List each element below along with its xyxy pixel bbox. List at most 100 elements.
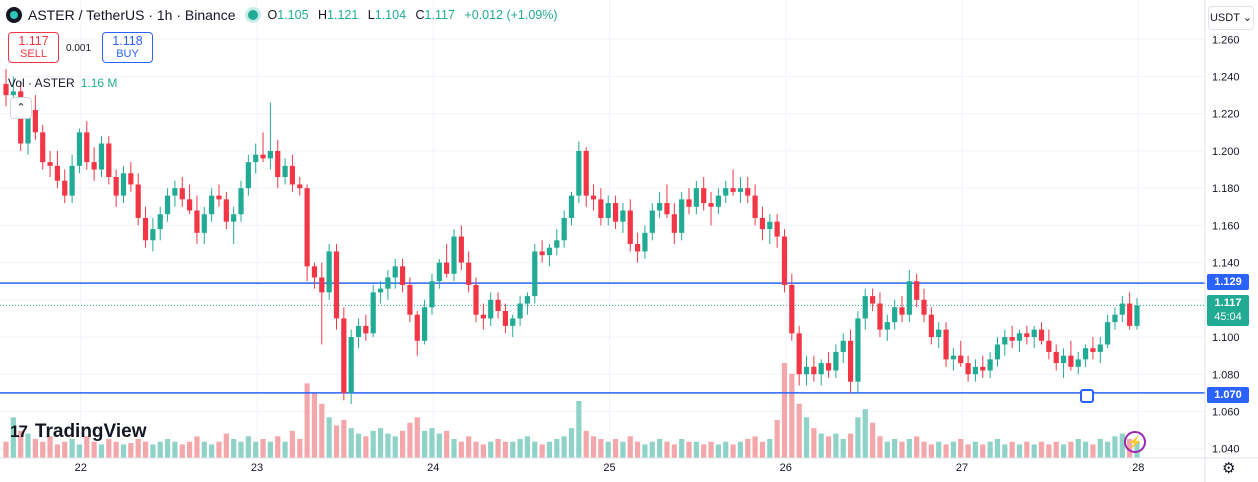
chevron-up-icon[interactable]: ⌃ (10, 97, 32, 119)
y-tick-label: 1.220 (1212, 109, 1240, 121)
x-tick-label: 27 (956, 462, 968, 474)
x-tick-label: 23 (251, 462, 263, 474)
candle-body (1031, 329, 1037, 338)
volume-bar (62, 441, 68, 458)
volume-bar (870, 422, 876, 458)
symbol-header: ASTER / TetherUS · 1h · Binance O1.105 H… (6, 7, 564, 23)
volume-bars (3, 363, 1140, 458)
candle-body (524, 296, 531, 304)
candle-body (69, 165, 75, 196)
volume-bar (943, 444, 949, 458)
volume-bar (686, 441, 692, 458)
volume-bar (326, 417, 332, 458)
candle-body (510, 318, 516, 326)
tradingview-logo[interactable]: 17 TradingView (10, 421, 147, 442)
volume-bar (209, 444, 215, 458)
candle-body (128, 173, 134, 185)
candle-body (1038, 329, 1045, 341)
volume-bar (18, 430, 24, 458)
candle-body (32, 110, 38, 133)
candle-body (847, 340, 854, 382)
volume-bar (480, 444, 486, 458)
candle-body (781, 236, 788, 285)
volume-bar (187, 441, 193, 458)
candle-body (1119, 303, 1125, 315)
candle-body (54, 165, 61, 181)
candle-body (686, 199, 692, 207)
volume-bar (899, 441, 905, 458)
candle-body (1105, 322, 1111, 345)
candle-body (1082, 348, 1089, 360)
volume-bar (150, 444, 156, 458)
volume-bar (612, 439, 619, 458)
volume-bar (928, 444, 934, 458)
candle-body (649, 210, 655, 233)
candle-body (657, 203, 663, 211)
volume-bar (282, 441, 288, 458)
volume-bar (422, 430, 428, 458)
volume-bar (1105, 441, 1111, 458)
candle-body (679, 199, 685, 233)
candle-body (209, 195, 215, 215)
volume-bar (642, 444, 648, 458)
volume-bar (664, 441, 670, 458)
volume-bar (1097, 439, 1103, 458)
volume-bar (128, 443, 134, 458)
lightning-icon[interactable]: ⚡ (1124, 431, 1146, 453)
candle-body (473, 284, 479, 315)
candle-body (1127, 303, 1133, 326)
symbol-title[interactable]: ASTER / TetherUS · 1h · Binance (28, 7, 236, 23)
candle-body (429, 281, 435, 308)
volume-bar (370, 430, 376, 458)
candle-body (605, 203, 611, 218)
volume-bar (341, 420, 347, 458)
candle-body (634, 244, 641, 252)
candle-body (811, 366, 817, 375)
volume-bar (223, 433, 229, 458)
volume-bar (1090, 444, 1096, 458)
candle-body (458, 236, 464, 263)
volume-bar (561, 436, 567, 458)
candle-body (972, 366, 979, 375)
price-axis: 1.2601.2401.2201.2001.1801.1601.1401.120… (1204, 0, 1240, 482)
volume-bar (546, 441, 553, 458)
volume-bar (377, 428, 384, 458)
currency-dropdown[interactable]: USDT ⌄ (1208, 6, 1254, 30)
volume-bar (69, 439, 75, 458)
volume-bar (524, 436, 531, 458)
sell-button[interactable]: 1.117 SELL (8, 32, 59, 63)
candle-body (10, 91, 16, 96)
candle-body (407, 284, 413, 315)
candle-body (759, 217, 766, 230)
volume-bar (781, 363, 788, 458)
candle-body (833, 351, 839, 371)
candle-body (1060, 355, 1067, 364)
candle-body (701, 188, 707, 204)
price-change: +0.012 (+1.09%) (464, 8, 558, 22)
candle-body (855, 318, 861, 382)
candle-body (231, 214, 237, 222)
candle-body (238, 188, 244, 215)
volume-bar (950, 441, 956, 458)
candle-body (495, 299, 501, 311)
candle-body (590, 195, 597, 200)
buy-button[interactable]: 1.118 BUY (102, 32, 153, 63)
candle-body (664, 203, 670, 215)
candle-body (304, 188, 310, 267)
volume-bar (407, 422, 413, 458)
candle-body (422, 307, 428, 341)
gear-icon[interactable]: ⚙ (1222, 460, 1236, 477)
candle-body (164, 195, 171, 215)
volume-bar (1046, 444, 1052, 458)
volume-bar (634, 441, 641, 458)
candle-body (326, 251, 332, 293)
candle-body (987, 359, 993, 371)
candle-body (818, 363, 824, 375)
volume-bar (1060, 444, 1067, 458)
candle-body (150, 229, 156, 241)
line-drag-handle[interactable] (1080, 389, 1094, 403)
candle-body (1068, 355, 1074, 367)
candle-body (708, 203, 714, 207)
volume-bar (1038, 441, 1045, 458)
